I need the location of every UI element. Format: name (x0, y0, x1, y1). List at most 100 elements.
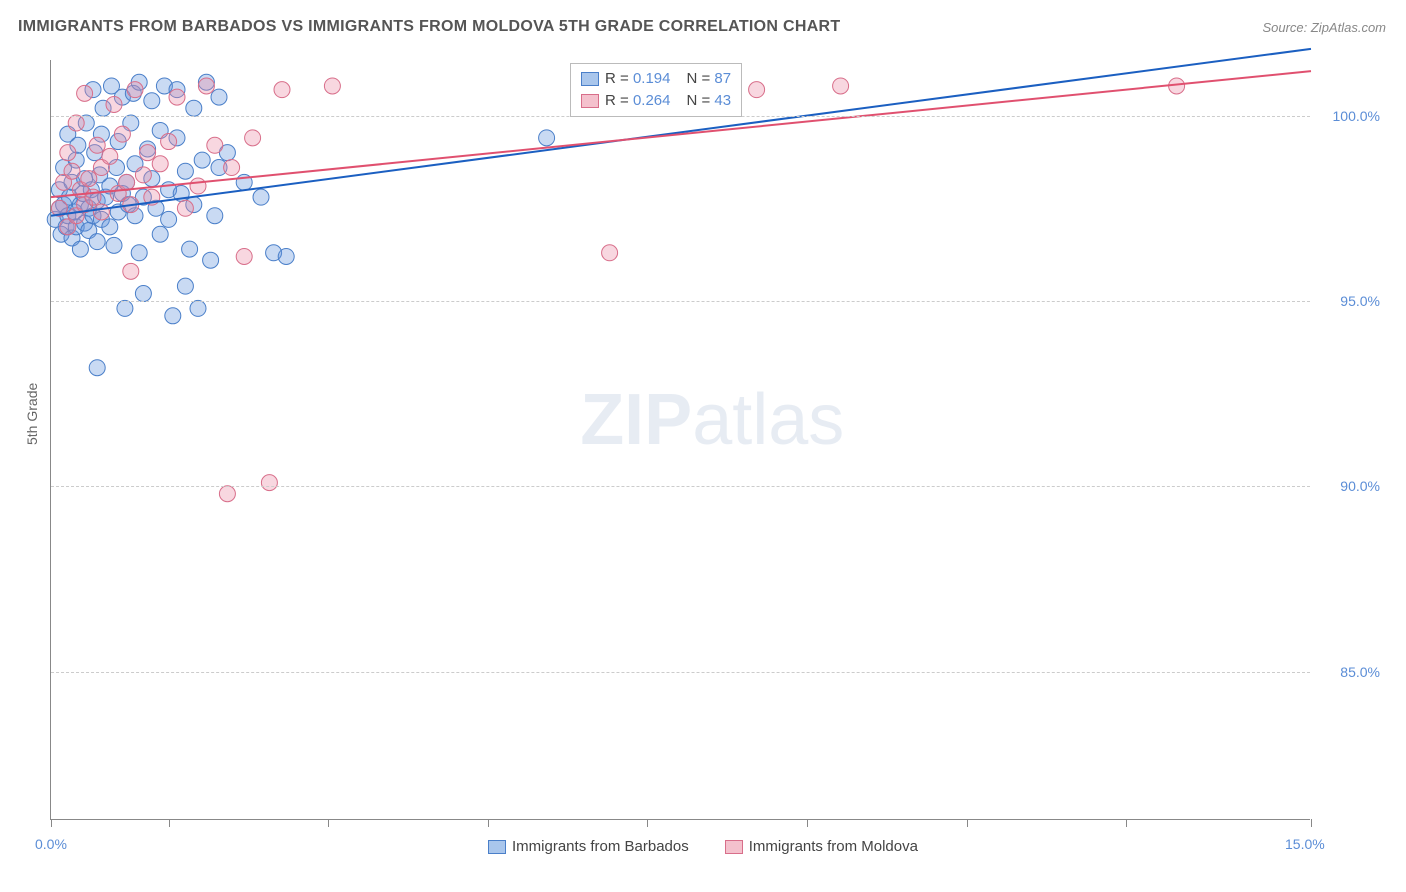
data-point (207, 208, 223, 224)
data-point (64, 163, 80, 179)
data-point (135, 167, 151, 183)
n-label: N = (686, 92, 714, 109)
data-point (81, 171, 97, 187)
data-point (177, 163, 193, 179)
data-point (72, 241, 88, 257)
plot-area: ZIPatlas 85.0%90.0%95.0%100.0% (50, 60, 1310, 820)
data-point (194, 152, 210, 168)
data-point (89, 137, 105, 153)
n-value: 43 (714, 92, 731, 109)
legend-swatch (581, 94, 599, 108)
y-tick-label: 100.0% (1320, 108, 1380, 124)
data-point (219, 486, 235, 502)
data-point (89, 360, 105, 376)
data-point (114, 126, 130, 142)
data-point (177, 200, 193, 216)
legend-swatch (581, 72, 599, 86)
data-point (93, 204, 109, 220)
data-point (186, 100, 202, 116)
data-point (324, 78, 340, 94)
data-point (833, 78, 849, 94)
data-point (182, 241, 198, 257)
legend-item: Immigrants from Moldova (725, 838, 918, 855)
data-point (135, 286, 151, 302)
data-point (236, 248, 252, 264)
chart-container: IMMIGRANTS FROM BARBADOS VS IMMIGRANTS F… (0, 0, 1406, 892)
r-value: 0.194 (633, 70, 671, 87)
data-point (169, 89, 185, 105)
gridline (51, 672, 1310, 673)
x-tick (1126, 819, 1127, 827)
data-point (117, 300, 133, 316)
data-point (106, 237, 122, 253)
r-label: R = (605, 70, 633, 87)
y-tick-label: 85.0% (1320, 664, 1380, 680)
data-point (68, 115, 84, 131)
x-tick (807, 819, 808, 827)
data-point (190, 300, 206, 316)
stats-legend-row: R = 0.264 N = 43 (581, 90, 731, 112)
y-tick-label: 90.0% (1320, 478, 1380, 494)
x-tick (967, 819, 968, 827)
x-tick (488, 819, 489, 827)
data-point (278, 248, 294, 264)
data-point (152, 226, 168, 242)
data-point (177, 278, 193, 294)
legend-label: Immigrants from Barbados (512, 838, 689, 855)
data-point (127, 82, 143, 98)
y-axis-label: 5th Grade (24, 383, 40, 445)
data-point (102, 219, 118, 235)
x-tick (169, 819, 170, 827)
data-point (161, 211, 177, 227)
n-value: 87 (714, 70, 731, 87)
r-label: R = (605, 92, 633, 109)
source-label: Source: ZipAtlas.com (1262, 20, 1386, 35)
data-point (749, 82, 765, 98)
data-point (261, 475, 277, 491)
data-point (211, 89, 227, 105)
data-point (161, 134, 177, 150)
data-point (539, 130, 555, 146)
data-point (190, 178, 206, 194)
chart-title: IMMIGRANTS FROM BARBADOS VS IMMIGRANTS F… (18, 18, 840, 36)
data-point (602, 245, 618, 261)
stats-legend-row: R = 0.194 N = 87 (581, 68, 731, 90)
data-point (245, 130, 261, 146)
gridline (51, 486, 1310, 487)
data-point (106, 96, 122, 112)
stats-legend: R = 0.194 N = 87 R = 0.264 N = 43 (570, 63, 742, 117)
data-point (224, 160, 240, 176)
data-point (77, 85, 93, 101)
data-point (144, 93, 160, 109)
data-point (102, 148, 118, 164)
data-point (207, 137, 223, 153)
r-value: 0.264 (633, 92, 671, 109)
data-point (165, 308, 181, 324)
data-point (131, 245, 147, 261)
data-point (140, 145, 156, 161)
y-tick-label: 95.0% (1320, 293, 1380, 309)
data-point (60, 145, 76, 161)
x-tick-label-left: 0.0% (35, 836, 67, 852)
plot-svg (51, 60, 1311, 820)
data-point (274, 82, 290, 98)
legend-item: Immigrants from Barbados (488, 838, 689, 855)
x-tick (51, 819, 52, 827)
legend-label: Immigrants from Moldova (749, 838, 918, 855)
x-tick (328, 819, 329, 827)
legend-swatch (488, 840, 506, 854)
x-tick (647, 819, 648, 827)
data-point (119, 174, 135, 190)
data-point (123, 263, 139, 279)
data-point (152, 156, 168, 172)
bottom-legend: Immigrants from Barbados Immigrants from … (0, 838, 1406, 855)
x-tick-label-right: 15.0% (1285, 836, 1325, 852)
x-tick (1311, 819, 1312, 827)
n-label: N = (686, 70, 714, 87)
data-point (89, 234, 105, 250)
data-point (253, 189, 269, 205)
data-point (198, 78, 214, 94)
gridline (51, 301, 1310, 302)
legend-swatch (725, 840, 743, 854)
data-point (203, 252, 219, 268)
